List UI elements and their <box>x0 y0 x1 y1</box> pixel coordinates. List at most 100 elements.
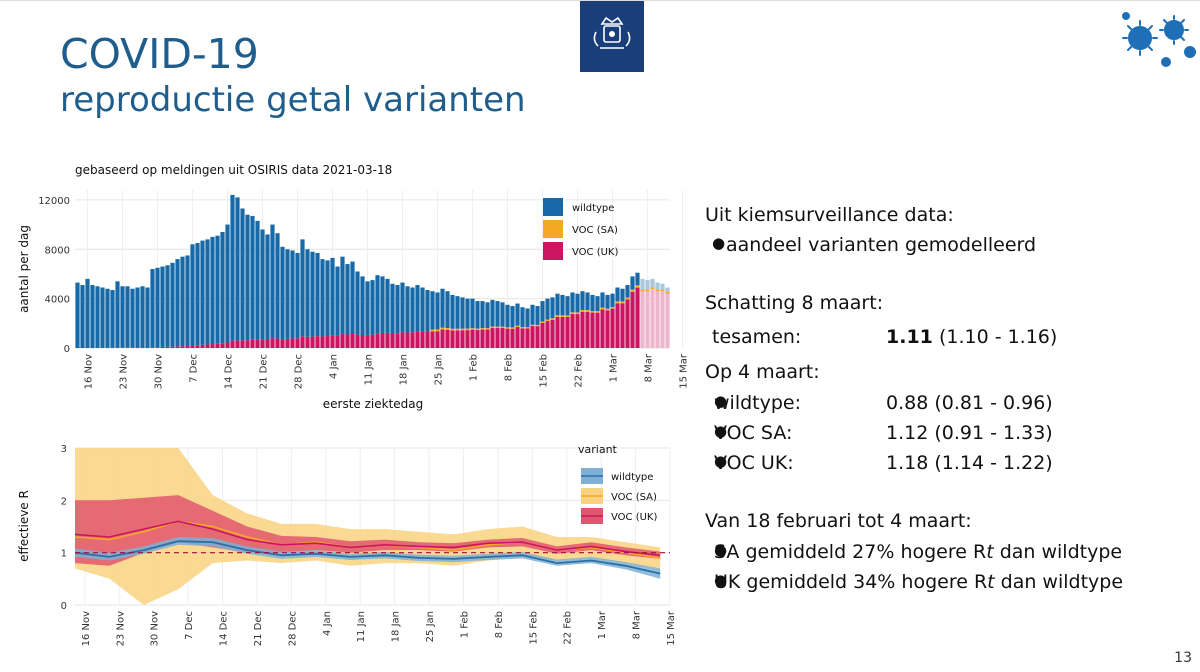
chart1-bar-wildtype <box>200 240 205 345</box>
row-wildtype-text: wildtype: <box>714 392 802 414</box>
chart1-bar-sa <box>630 289 635 292</box>
chart2-xtick-label: 22 Feb <box>563 611 574 645</box>
chart1-bar-wildtype <box>280 246 285 340</box>
row-uk-value: 1.18 (1.14 - 1.22) <box>886 452 1053 474</box>
chart1-bar-uk <box>215 343 220 348</box>
chart2-ytick-label: 1 <box>61 549 67 560</box>
chart1-bar-uk <box>265 339 270 348</box>
chart2-xtick-label: 28 Dec <box>287 611 298 646</box>
chart1-bar-uk <box>625 299 630 348</box>
chart2-legend-label: wildtype <box>611 472 653 483</box>
chart2-xtick-label: 18 Jan <box>391 611 402 642</box>
chart1-bar-wildtype <box>400 282 405 333</box>
chart1-bar-sa <box>555 315 560 317</box>
chart1-bar-wildtype <box>350 261 355 334</box>
chart2-xtick-label: 4 Jan <box>322 611 333 636</box>
chart1-bar-uk <box>405 332 410 348</box>
chart1-bar-uk <box>275 338 280 348</box>
chart1-bar-sa <box>530 324 535 327</box>
chart1-bar-sa <box>515 325 520 328</box>
chart1-bar-uk <box>480 329 485 348</box>
chart1-bar-uk <box>610 308 615 348</box>
chart1-bar-uk <box>320 336 325 348</box>
chart2-line-uk <box>74 520 661 557</box>
chart1-bar-uk <box>535 326 540 348</box>
chart1-bar-wildtype <box>665 287 670 292</box>
chart1-bar-sa <box>615 301 620 304</box>
chart1-bar-wildtype <box>615 287 620 302</box>
chart1-bar-sa <box>440 327 445 330</box>
chart1-bar-uk <box>430 331 435 348</box>
chart1-bar-wildtype <box>125 286 130 348</box>
chart1-bar-wildtype <box>370 280 375 335</box>
chart1-xtick-label: 21 Dec <box>259 354 270 389</box>
chart1-bar-wildtype <box>320 259 325 337</box>
chart1-bar-uk <box>545 321 550 348</box>
chart1-bar-sa <box>450 328 455 331</box>
chart2-legend-title: variant <box>578 443 618 456</box>
chart1-bar-wildtype <box>390 283 395 334</box>
rijksoverheid-logo <box>580 0 644 72</box>
chart1-xtick-label: 11 Jan <box>364 354 375 385</box>
chart2-xtick-label: 15 Mar <box>666 610 677 646</box>
chart1-bar-wildtype <box>295 252 300 339</box>
chart1-bar-wildtype <box>415 285 420 332</box>
chart1-bar-wildtype <box>620 288 625 302</box>
chart1-bar-uk <box>615 303 620 348</box>
chart1-bar-wildtype <box>360 276 365 336</box>
chart1-bar-wildtype <box>90 285 95 348</box>
chart2-ytick-label: 0 <box>61 601 67 612</box>
chart1-bar-wildtype <box>605 294 610 309</box>
chart1-bar-wildtype <box>555 293 560 316</box>
chart1-xlabel: eerste ziektedag <box>323 397 424 411</box>
chart1-bar-sa <box>570 312 575 315</box>
chart1-bar-wildtype <box>655 282 660 290</box>
heading-van-18-februari: Van 18 februari tot 4 maart: <box>705 510 972 532</box>
chart1-bar-sa <box>485 328 490 330</box>
chart1-bar-sa <box>620 301 625 304</box>
row-sa-text: VOC SA: <box>714 422 793 444</box>
chart1-xtick-label: 8 Mar <box>644 353 655 382</box>
chart1-bar-wildtype <box>205 239 210 345</box>
chart1-bar-uk <box>330 335 335 348</box>
chart2-xtick-label: 11 Jan <box>356 611 367 642</box>
chart1-bar-uk <box>565 316 570 348</box>
chart1-bar-wildtype <box>550 297 555 319</box>
chart1-bar-uk <box>580 311 585 348</box>
chart1-xtick-label: 25 Jan <box>434 354 445 385</box>
chart1-bar-sa <box>625 297 630 300</box>
bullet-sa-post: dan wildtype <box>993 541 1123 563</box>
chart1-bar-uk <box>645 291 650 348</box>
chart1-bar-wildtype <box>375 275 380 334</box>
chart2-xtick-label: 15 Feb <box>528 611 539 645</box>
bullet-sa-t: t <box>986 541 994 563</box>
chart1-bar-sa <box>480 328 485 330</box>
chart1-bar-wildtype <box>225 224 230 343</box>
chart1-xtick-label: 15 Mar <box>679 353 690 389</box>
chart1-xtick-label: 22 Feb <box>574 354 585 388</box>
chart1-bar-uk <box>235 340 240 348</box>
chart1-bar-uk <box>550 319 555 348</box>
chart1-bar-uk <box>295 338 300 348</box>
chart2-xtick-label: 25 Jan <box>425 611 436 642</box>
chart2-xtick-label: 23 Nov <box>115 611 126 647</box>
chart1-bar-wildtype <box>580 291 585 311</box>
together-label: tesamen: <box>712 326 802 348</box>
chart1-bar-wildtype <box>525 308 530 328</box>
chart1-bar-wildtype <box>270 224 275 339</box>
chart1-bar-sa <box>655 289 660 292</box>
chart1-xtick-label: 23 Nov <box>119 354 130 390</box>
chart1-bar-wildtype <box>440 288 445 328</box>
chart2-ylabel: effectieve R <box>17 490 31 562</box>
chart1-bar-wildtype <box>405 286 410 333</box>
chart1-bar-wildtype <box>345 264 350 335</box>
chart1-bar-wildtype <box>475 301 480 329</box>
chart1-bar-wildtype <box>315 252 320 337</box>
chart1-bar-uk <box>300 336 305 348</box>
together-value: 1.11 (1.10 - 1.16) <box>886 326 1057 348</box>
chart1-bar-uk <box>630 291 635 348</box>
chart1-bar-wildtype <box>610 293 615 307</box>
chart1-bar-sa <box>650 287 655 290</box>
chart1-bar-uk <box>260 339 265 348</box>
chart1-bar-uk <box>145 347 150 348</box>
